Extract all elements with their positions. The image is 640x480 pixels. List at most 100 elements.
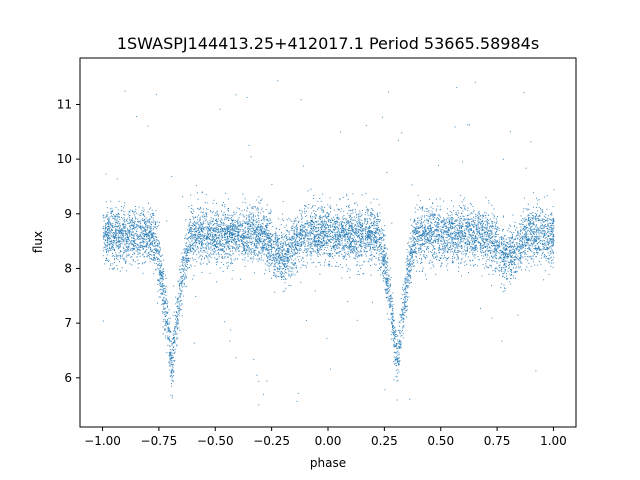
- data-point: [536, 227, 538, 229]
- data-point: [218, 243, 220, 245]
- data-point: [266, 227, 267, 229]
- data-point: [190, 210, 192, 212]
- data-point: [468, 241, 470, 243]
- data-point: [446, 217, 448, 219]
- data-point: [351, 217, 353, 218]
- data-point: [260, 257, 262, 259]
- data-point: [250, 230, 252, 232]
- data-point: [505, 245, 507, 247]
- data-point: [416, 229, 418, 231]
- data-point: [190, 247, 192, 249]
- data-point: [155, 233, 157, 235]
- data-point: [302, 241, 304, 242]
- data-point: [444, 225, 446, 227]
- data-point: [323, 234, 325, 236]
- data-point: [543, 243, 545, 245]
- data-point: [534, 212, 536, 214]
- data-point: [123, 207, 124, 209]
- data-point: [261, 225, 263, 227]
- data-point: [463, 218, 465, 219]
- data-point: [405, 276, 407, 278]
- data-point: [449, 245, 451, 247]
- data-point: [543, 235, 545, 237]
- data-point: [342, 227, 344, 229]
- data-point: [436, 256, 438, 258]
- data-point: [102, 236, 104, 238]
- data-point: [106, 238, 108, 240]
- data-point: [265, 234, 267, 236]
- data-point: [178, 268, 180, 270]
- data-point: [456, 259, 458, 261]
- data-point: [409, 255, 411, 257]
- data-point: [530, 226, 532, 228]
- data-point: [530, 234, 532, 235]
- data-point: [504, 268, 506, 270]
- data-point: [160, 264, 162, 266]
- data-point: [302, 211, 303, 213]
- data-point: [129, 209, 131, 211]
- data-point: [375, 231, 377, 233]
- data-point: [523, 92, 525, 93]
- data-point: [236, 235, 238, 237]
- data-point: [223, 239, 225, 241]
- data-point: [493, 244, 495, 246]
- data-point: [354, 241, 356, 242]
- data-point: [375, 264, 377, 266]
- data-point: [363, 249, 365, 251]
- data-point: [184, 276, 186, 278]
- data-point: [237, 219, 239, 221]
- data-point: [325, 226, 327, 228]
- data-point: [267, 256, 269, 258]
- data-point: [155, 240, 157, 242]
- data-point: [251, 219, 253, 221]
- data-point: [145, 238, 147, 240]
- data-point: [232, 231, 234, 233]
- data-point: [404, 288, 406, 290]
- data-point: [191, 231, 193, 233]
- data-point: [261, 242, 263, 244]
- data-point: [509, 244, 511, 246]
- data-point: [177, 318, 178, 320]
- data-point: [292, 260, 294, 262]
- data-point: [363, 239, 364, 241]
- data-point: [420, 247, 422, 249]
- data-point: [513, 252, 515, 254]
- data-point: [398, 339, 400, 341]
- data-point: [516, 249, 517, 251]
- data-point: [469, 226, 471, 228]
- data-point: [380, 266, 381, 268]
- data-point: [472, 219, 474, 221]
- data-point: [351, 233, 353, 235]
- data-point: [275, 275, 277, 277]
- data-point: [552, 262, 554, 264]
- data-point: [209, 233, 211, 235]
- data-point: [412, 259, 414, 261]
- data-point: [526, 244, 528, 246]
- data-point: [170, 363, 172, 365]
- data-point: [156, 250, 158, 252]
- data-point: [258, 232, 260, 234]
- data-point: [355, 247, 357, 249]
- data-point: [405, 288, 407, 290]
- data-point: [243, 229, 245, 231]
- data-point: [259, 212, 261, 214]
- data-point: [310, 228, 312, 230]
- data-point: [373, 223, 375, 225]
- data-point: [103, 238, 104, 240]
- data-point: [188, 231, 190, 233]
- data-point: [442, 227, 444, 228]
- data-point: [367, 229, 369, 231]
- data-point: [109, 216, 111, 218]
- data-point: [371, 221, 373, 223]
- data-point: [168, 317, 170, 319]
- data-point: [200, 227, 202, 229]
- data-point: [460, 233, 462, 235]
- data-point: [108, 250, 110, 251]
- data-point: [241, 253, 243, 255]
- data-point: [414, 232, 416, 234]
- data-point: [368, 231, 370, 232]
- data-point: [485, 231, 487, 233]
- data-point: [307, 245, 309, 246]
- data-point: [456, 251, 458, 253]
- data-point: [108, 225, 110, 227]
